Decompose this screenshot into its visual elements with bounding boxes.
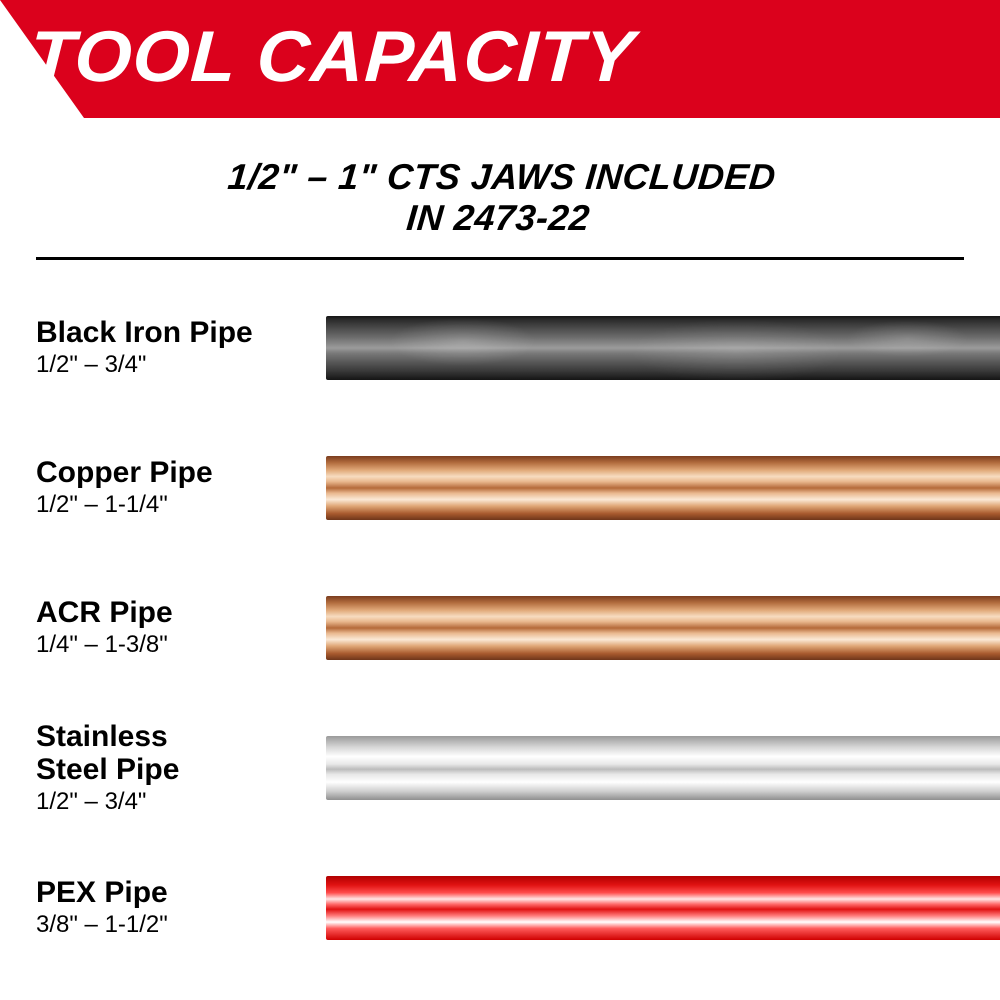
pipe-graphic-copper [326, 456, 1000, 520]
pipe-graphic-acr [326, 596, 1000, 660]
subheader-line-1: 1/2" – 1" CTS JAWS INCLUDED [0, 156, 1000, 197]
pipe-rows: Black Iron Pipe 1/2" – 3/4" Copper Pipe … [36, 278, 1000, 978]
pipe-name: Black Iron Pipe [36, 316, 326, 349]
pipe-name: Copper Pipe [36, 456, 326, 489]
pipe-graphic-stainless [326, 736, 1000, 800]
pipe-name: Stainless Steel Pipe [36, 720, 326, 786]
pipe-range: 3/8" – 1-1/2" [36, 911, 326, 939]
pipe-graphic-black-iron [326, 316, 1000, 380]
pipe-graphic-wrap [326, 316, 1000, 380]
pipe-label-block: Copper Pipe 1/2" – 1-1/4" [36, 456, 326, 519]
pipe-graphic-pex [326, 876, 1000, 940]
header-banner: TOOL CAPACITY [0, 0, 1000, 118]
pipe-name: ACR Pipe [36, 596, 326, 629]
pipe-range: 1/2" – 3/4" [36, 788, 326, 816]
pipe-label-block: ACR Pipe 1/4" – 1-3/8" [36, 596, 326, 659]
subheader-line-2: IN 2473-22 [0, 197, 1000, 238]
pipe-range: 1/2" – 3/4" [36, 351, 326, 379]
pipe-row-stainless: Stainless Steel Pipe 1/2" – 3/4" [36, 698, 1000, 838]
pipe-graphic-wrap [326, 456, 1000, 520]
pipe-graphic-wrap [326, 876, 1000, 940]
pipe-row-copper: Copper Pipe 1/2" – 1-1/4" [36, 418, 1000, 558]
pipe-label-block: Stainless Steel Pipe 1/2" – 3/4" [36, 720, 326, 816]
divider [36, 257, 964, 260]
pipe-row-pex: PEX Pipe 3/8" – 1-1/2" [36, 838, 1000, 978]
pipe-name-line1: Stainless [36, 720, 168, 753]
pipe-range: 1/4" – 1-3/8" [36, 631, 326, 659]
pipe-name: PEX Pipe [36, 876, 326, 909]
pipe-row-black-iron: Black Iron Pipe 1/2" – 3/4" [36, 278, 1000, 418]
pipe-row-acr: ACR Pipe 1/4" – 1-3/8" [36, 558, 1000, 698]
pipe-label-block: PEX Pipe 3/8" – 1-1/2" [36, 876, 326, 939]
header-title: TOOL CAPACITY [28, 16, 637, 98]
pipe-range: 1/2" – 1-1/4" [36, 491, 326, 519]
pipe-name-line2: Steel Pipe [36, 753, 179, 786]
pipe-graphic-wrap [326, 736, 1000, 800]
pipe-label-block: Black Iron Pipe 1/2" – 3/4" [36, 316, 326, 379]
subheader: 1/2" – 1" CTS JAWS INCLUDED IN 2473-22 [0, 156, 1000, 239]
pipe-graphic-wrap [326, 596, 1000, 660]
